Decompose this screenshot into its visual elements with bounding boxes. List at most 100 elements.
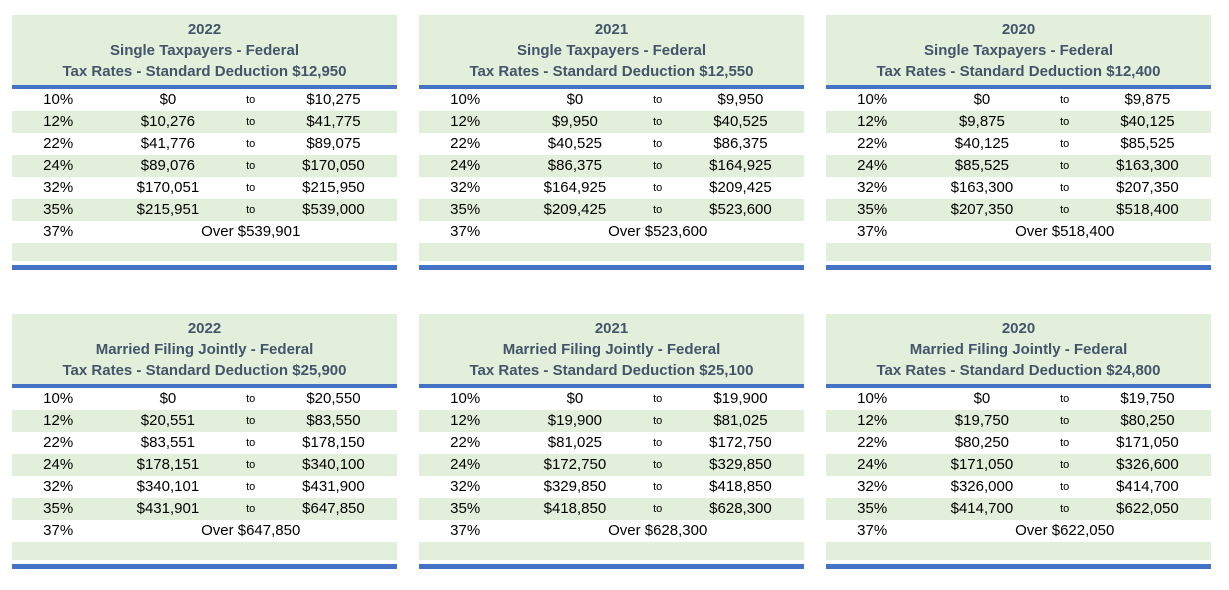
table-header: 2021 Single Taxpayers - Federal Tax Rates … (419, 15, 804, 89)
table-bottom-accent-line (826, 564, 1211, 569)
bracket-to-label: to (246, 415, 256, 427)
bracket-to-label: to (1060, 481, 1070, 493)
bracket-row: 22% $81,025 to $172,750 (419, 432, 804, 454)
table-subtitle: Married Filing Jointly - Federal (95, 341, 314, 358)
bracket-upper-bound: $40,125 (1120, 113, 1175, 130)
bracket-rate: 12% (43, 113, 74, 130)
tax-table-2020-single: 2020 Single Taxpayers - Federal Tax Rates … (826, 15, 1211, 270)
top-bracket-rate: 37% (857, 522, 888, 539)
bracket-to-label: to (653, 138, 663, 150)
bracket-row: 32% $170,051 to $215,950 (12, 177, 397, 199)
table-subtitle: Married Filing Jointly - Federal (909, 341, 1128, 358)
bracket-row: 32% $163,300 to $207,350 (826, 177, 1211, 199)
top-bracket-rate: 37% (857, 223, 888, 240)
table-deduction-line: Tax Rates - Standard Deduction $25,900 (62, 362, 347, 379)
bracket-to-label: to (1060, 459, 1070, 471)
table-year: 2020 (1001, 21, 1036, 38)
bracket-upper-bound: $418,850 (709, 478, 772, 495)
bracket-to-label: to (1060, 437, 1070, 449)
bracket-rate: 12% (857, 412, 888, 429)
table-bottom-accent-line (12, 265, 397, 270)
bracket-lower-bound: $163,300 (950, 179, 1014, 196)
bracket-rate: 22% (43, 135, 74, 152)
bracket-lower-bound: $80,250 (954, 434, 1010, 451)
tax-table-2021-single: 2021 Single Taxpayers - Federal Tax Rates … (419, 15, 804, 270)
table-year: 2022 (187, 21, 222, 38)
top-bracket-over-text: Over $518,400 (1015, 223, 1115, 240)
bracket-rate: 32% (450, 478, 481, 495)
bracket-rate: 24% (450, 456, 481, 473)
bracket-rate: 10% (450, 390, 481, 407)
bracket-upper-bound: $89,075 (306, 135, 361, 152)
bracket-lower-bound: $9,950 (551, 113, 598, 130)
bracket-to-label: to (653, 204, 663, 216)
bracket-rate: 10% (450, 91, 481, 108)
bracket-to-label: to (246, 94, 256, 106)
bracket-upper-bound: $83,550 (306, 412, 361, 429)
tax-table-2022-mfj: 2022 Married Filing Jointly - Federal Tax … (12, 314, 397, 569)
bracket-lower-bound: $0 (973, 91, 991, 108)
bracket-lower-bound: $10,276 (140, 113, 196, 130)
bracket-rate: 32% (857, 478, 888, 495)
bracket-to-label: to (1060, 393, 1070, 405)
bracket-to-label: to (246, 116, 256, 128)
bracket-upper-bound: $518,400 (1116, 201, 1179, 218)
bracket-row: 24% $171,050 to $326,600 (826, 454, 1211, 476)
bracket-upper-bound: $164,925 (709, 157, 772, 174)
table-deduction-line: Tax Rates - Standard Deduction $12,950 (62, 63, 347, 80)
bracket-to-label: to (653, 393, 663, 405)
bracket-upper-bound: $41,775 (306, 113, 361, 130)
table-header: 2021 Married Filing Jointly - Federal Tax … (419, 314, 804, 388)
table-deduction-line: Tax Rates - Standard Deduction $25,100 (469, 362, 754, 379)
bracket-lower-bound: $81,025 (547, 434, 603, 451)
bracket-row: 10% $0 to $19,750 (826, 388, 1211, 410)
bracket-upper-bound: $414,700 (1116, 478, 1179, 495)
bracket-upper-bound: $170,050 (302, 157, 365, 174)
bracket-lower-bound: $171,050 (950, 456, 1014, 473)
bracket-upper-bound: $329,850 (709, 456, 772, 473)
bracket-lower-bound: $215,951 (136, 201, 200, 218)
bracket-to-label: to (246, 182, 256, 194)
bracket-to-label: to (1060, 94, 1070, 106)
tax-table-2021-mfj: 2021 Married Filing Jointly - Federal Tax … (419, 314, 804, 569)
bracket-row: 10% $0 to $9,950 (419, 89, 804, 111)
bracket-upper-bound: $85,525 (1120, 135, 1175, 152)
bracket-row: 24% $178,151 to $340,100 (12, 454, 397, 476)
bracket-rate: 35% (43, 201, 74, 218)
bracket-rows: 10% $0 to $9,875 12% $9,875 to $40,125 22% $40,12… (826, 89, 1211, 261)
bracket-rate: 12% (450, 412, 481, 429)
bracket-upper-bound: $215,950 (302, 179, 365, 196)
bracket-lower-bound: $0 (159, 91, 177, 108)
bracket-to-label: to (1060, 204, 1070, 216)
bracket-upper-bound: $172,750 (709, 434, 772, 451)
bracket-upper-bound: $86,375 (713, 135, 768, 152)
bracket-lower-bound: $9,875 (958, 113, 1005, 130)
bracket-rate: 12% (857, 113, 888, 130)
bracket-upper-bound: $9,950 (717, 91, 764, 108)
table-year: 2020 (1001, 320, 1036, 337)
table-bottom-accent-line (12, 564, 397, 569)
bracket-row: 35% $431,901 to $647,850 (12, 498, 397, 520)
empty-spacer-row (12, 243, 397, 261)
bracket-row: 22% $83,551 to $178,150 (12, 432, 397, 454)
top-bracket-rate: 37% (450, 223, 481, 240)
table-subtitle: Single Taxpayers - Federal (924, 42, 1113, 59)
bracket-lower-bound: $40,525 (547, 135, 603, 152)
bracket-lower-bound: $170,051 (136, 179, 200, 196)
bracket-row: 35% $414,700 to $622,050 (826, 498, 1211, 520)
bracket-upper-bound: $628,300 (709, 500, 772, 517)
bracket-upper-bound: $10,275 (306, 91, 361, 108)
bracket-lower-bound: $207,350 (950, 201, 1014, 218)
bracket-row: 12% $9,875 to $40,125 (826, 111, 1211, 133)
bracket-upper-bound: $20,550 (306, 390, 361, 407)
bracket-row: 35% $418,850 to $628,300 (419, 498, 804, 520)
table-year: 2021 (594, 21, 629, 38)
bracket-row: 22% $41,776 to $89,075 (12, 133, 397, 155)
bracket-lower-bound: $0 (159, 390, 177, 407)
top-bracket-row: 37% Over $622,050 (826, 520, 1211, 542)
bracket-rate: 35% (857, 201, 888, 218)
top-bracket-row: 37% Over $518,400 (826, 221, 1211, 243)
bracket-upper-bound: $178,150 (302, 434, 365, 451)
table-deduction-line: Tax Rates - Standard Deduction $12,550 (469, 63, 754, 80)
top-bracket-over-text: Over $622,050 (1015, 522, 1115, 539)
